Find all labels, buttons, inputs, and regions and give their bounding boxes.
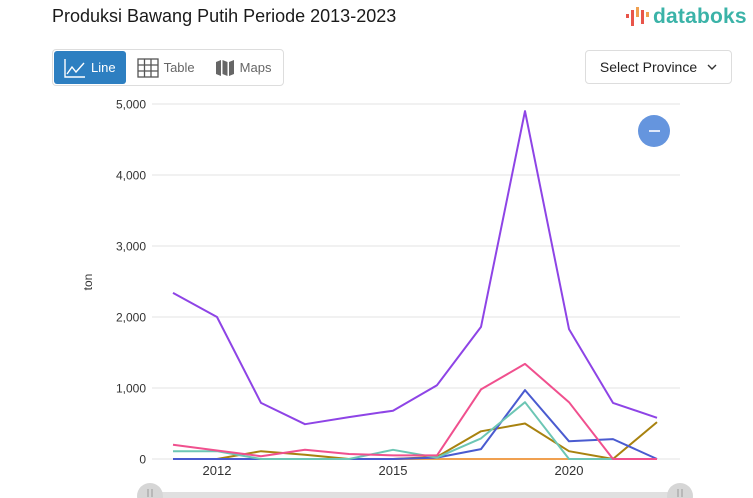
tab-table[interactable]: Table <box>127 51 205 84</box>
range-slider-handle[interactable] <box>667 483 693 498</box>
tab-line-label: Line <box>91 60 116 75</box>
zoom-reset-button[interactable] <box>638 115 670 147</box>
y-tick-label: 3,000 <box>116 240 146 254</box>
tab-table-label: Table <box>163 60 195 75</box>
page-title: Produksi Bawang Putih Periode 2013-2023 <box>52 6 397 26</box>
tab-line[interactable]: Line <box>54 51 126 84</box>
grip-icon <box>677 489 683 497</box>
grip-icon <box>147 489 153 497</box>
range-slider-handle[interactable] <box>137 483 163 498</box>
databoks-logo[interactable]: databoks <box>626 4 747 30</box>
x-tick-label: 2020 <box>555 463 584 478</box>
tab-maps-label: Maps <box>239 60 272 75</box>
province-select-label: Select Province <box>599 59 698 75</box>
y-tick-label: 0 <box>139 453 146 467</box>
y-tick-label: 1,000 <box>116 382 146 396</box>
series-purple[interactable] <box>172 110 658 426</box>
province-select[interactable]: Select Province <box>585 50 732 84</box>
series-blue[interactable] <box>173 389 658 460</box>
tab-maps[interactable]: Maps <box>205 51 282 84</box>
map-icon <box>215 59 234 76</box>
logo-bars-icon <box>626 7 649 26</box>
logo-text: databoks <box>653 5 747 28</box>
series-teal[interactable] <box>173 401 657 460</box>
y-axis-label: ton <box>81 274 95 291</box>
x-tick-label: 2015 <box>379 463 408 478</box>
line-chart-icon <box>64 58 85 78</box>
table-icon <box>136 57 159 78</box>
x-tick-label: 2012 <box>203 463 232 478</box>
y-tick-label: 5,000 <box>116 98 146 112</box>
chevron-down-icon <box>707 64 717 70</box>
minus-icon <box>648 130 660 132</box>
y-tick-label: 4,000 <box>116 169 146 183</box>
y-tick-label: 2,000 <box>116 311 146 325</box>
series-pink[interactable] <box>172 362 657 460</box>
range-slider-track[interactable] <box>150 492 680 498</box>
view-tabs: Line Table Maps <box>52 49 284 86</box>
